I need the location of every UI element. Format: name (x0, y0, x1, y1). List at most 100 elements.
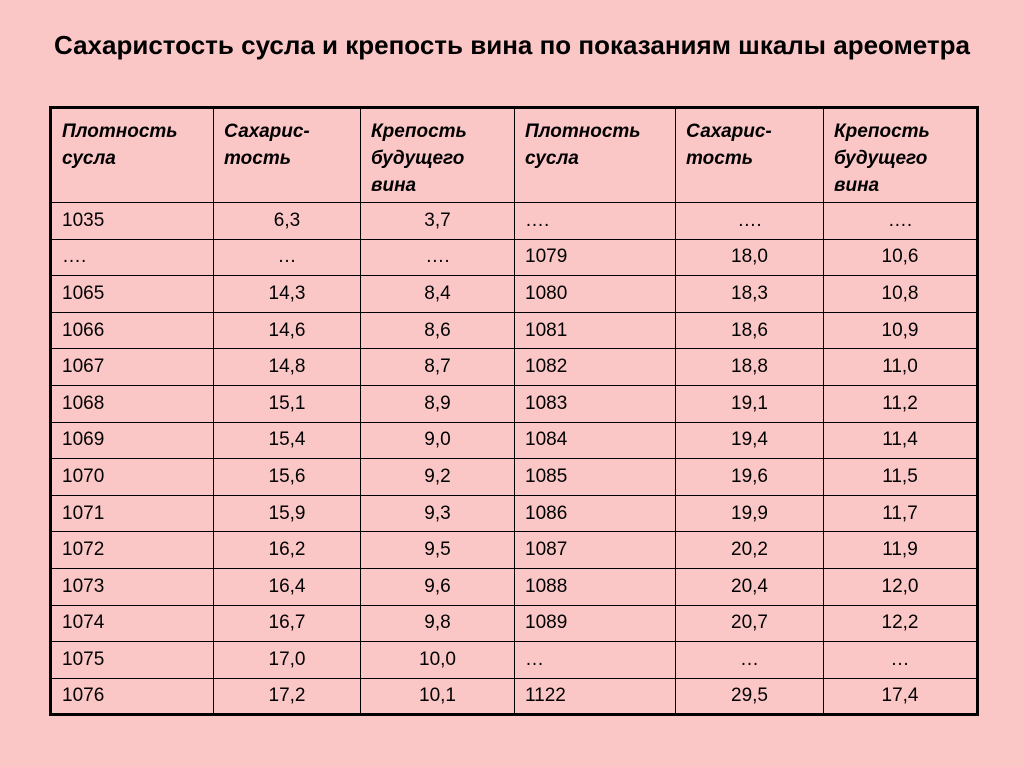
cell-strength: 3,7 (360, 202, 515, 240)
cell-density-2: 1083 (514, 384, 676, 423)
page-title: Сахаристость сусла и крепость вина по по… (53, 30, 971, 60)
cell-density: 1074 (50, 604, 214, 643)
cell-sugar-2: 18,8 (675, 348, 824, 386)
cell-sugar-2: 20,2 (675, 531, 824, 569)
cell-density-2: 1086 (514, 494, 676, 533)
header-strength-2: Крепость будущего вина (823, 107, 978, 203)
cell-sugar-2: 19,6 (675, 458, 824, 496)
cell-density-2: 1088 (514, 567, 676, 606)
cell-strength: 8,9 (360, 384, 515, 423)
cell-sugar-2: 20,7 (675, 604, 824, 643)
cell-strength-2: 10,6 (823, 238, 978, 277)
cell-strength: 9,5 (360, 531, 515, 569)
header-density-2: Плотность сусла (514, 107, 676, 203)
density-sugar-strength-table: Плотность сусла Сахарис- тость Крепость … (49, 106, 979, 717)
cell-density-2: 1082 (514, 348, 676, 386)
table-row: 1070 15,6 9,2 1085 19,6 11,5 (50, 458, 978, 496)
cell-sugar-2: …. (675, 202, 824, 240)
cell-strength-2: 11,0 (823, 348, 978, 386)
cell-sugar: 17,0 (213, 641, 361, 679)
cell-sugar-2: 20,4 (675, 567, 824, 606)
cell-density: 1068 (50, 384, 214, 423)
cell-sugar: 15,4 (213, 421, 361, 460)
cell-sugar: … (213, 238, 361, 277)
cell-strength: 9,8 (360, 604, 515, 643)
cell-strength: 10,1 (360, 677, 515, 716)
table-row: 1073 16,4 9,6 1088 20,4 12,0 (50, 567, 978, 606)
cell-strength-2: 10,8 (823, 275, 978, 313)
cell-sugar-2: 19,4 (675, 421, 824, 460)
cell-sugar: 16,4 (213, 567, 361, 606)
cell-strength: 9,0 (360, 421, 515, 460)
table-row: 1071 15,9 9,3 1086 19,9 11,7 (50, 494, 978, 533)
cell-strength: 8,7 (360, 348, 515, 386)
cell-density: 1067 (50, 348, 214, 386)
cell-sugar: 14,8 (213, 348, 361, 386)
cell-density: 1065 (50, 275, 214, 313)
cell-density: …. (50, 238, 214, 277)
table-row: 1035 6,3 3,7….….…. (50, 202, 978, 240)
cell-density-2: 1089 (514, 604, 676, 643)
cell-sugar: 15,9 (213, 494, 361, 533)
cell-density-2: 1084 (514, 421, 676, 460)
cell-strength-2: 11,9 (823, 531, 978, 569)
header-density: Плотность сусла (50, 107, 214, 203)
table-row: 1066 14,6 8,6 1081 18,6 10,9 (50, 311, 978, 350)
header-sugar: Сахарис- тость (213, 107, 361, 203)
cell-density: 1069 (50, 421, 214, 460)
cell-sugar-2: 18,6 (675, 311, 824, 350)
cell-strength-2: 12,0 (823, 567, 978, 606)
cell-strength: 9,3 (360, 494, 515, 533)
cell-strength-2: 10,9 (823, 311, 978, 350)
cell-density-2: 1085 (514, 458, 676, 496)
cell-sugar: 14,3 (213, 275, 361, 313)
cell-density-2: 1080 (514, 275, 676, 313)
cell-sugar: 6,3 (213, 202, 361, 240)
table-body: 1035 6,3 3,7….….….….……. 1079 18,0 10,6 1065 14,… (50, 202, 978, 716)
cell-strength: 9,2 (360, 458, 515, 496)
cell-sugar-2: … (675, 641, 824, 679)
cell-density: 1035 (50, 202, 214, 240)
cell-sugar: 16,2 (213, 531, 361, 569)
cell-density-2: …. (514, 202, 676, 240)
cell-density-2: 1079 (514, 238, 676, 277)
cell-strength-2: … (823, 641, 978, 679)
cell-sugar: 15,6 (213, 458, 361, 496)
header-sugar-2: Сахарис- тость (675, 107, 824, 203)
cell-strength: 8,4 (360, 275, 515, 313)
cell-density: 1070 (50, 458, 214, 496)
table-row: 1067 14,8 8,7 1082 18,8 11,0 (50, 348, 978, 386)
cell-density-2: 1087 (514, 531, 676, 569)
cell-strength-2: 11,5 (823, 458, 978, 496)
cell-strength: …. (360, 238, 515, 277)
cell-sugar: 17,2 (213, 677, 361, 716)
cell-density: 1073 (50, 567, 214, 606)
cell-sugar-2: 18,3 (675, 275, 824, 313)
table-row: 1072 16,2 9,5 1087 20,2 11,9 (50, 531, 978, 569)
cell-sugar: 15,1 (213, 384, 361, 423)
table-row: 1076 17,2 10,1 1122 29,5 17,4 (50, 677, 978, 716)
cell-density: 1066 (50, 311, 214, 350)
header-strength: Крепость будущего вина (360, 107, 515, 203)
cell-density: 1076 (50, 677, 214, 716)
cell-density-2: 1081 (514, 311, 676, 350)
cell-density-2: 1122 (514, 677, 676, 716)
cell-density: 1072 (50, 531, 214, 569)
cell-strength-2: 11,7 (823, 494, 978, 533)
cell-sugar-2: 29,5 (675, 677, 824, 716)
table-row: ….……. 1079 18,0 10,6 (50, 238, 978, 277)
cell-strength: 9,6 (360, 567, 515, 606)
cell-density: 1071 (50, 494, 214, 533)
cell-strength-2: 12,2 (823, 604, 978, 643)
cell-sugar: 16,7 (213, 604, 361, 643)
table-header-row: Плотность сусла Сахарис- тость Крепость … (50, 107, 978, 203)
cell-strength-2: …. (823, 202, 978, 240)
table-row: 1074 16,7 9,8 1089 20,7 12,2 (50, 604, 978, 643)
cell-density: 1075 (50, 641, 214, 679)
table-row: 1065 14,3 8,4 1080 18,3 10,8 (50, 275, 978, 313)
cell-density-2: … (514, 641, 676, 679)
cell-sugar-2: 19,1 (675, 384, 824, 423)
table-row: 1075 17,0 10,0……… (50, 641, 978, 679)
cell-sugar-2: 18,0 (675, 238, 824, 277)
table-row: 1069 15,4 9,0 1084 19,4 11,4 (50, 421, 978, 460)
